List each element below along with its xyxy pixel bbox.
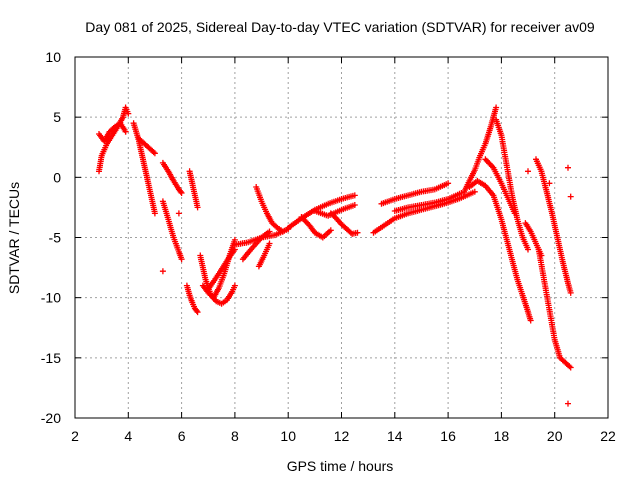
- series-arc-15: [255, 240, 273, 270]
- series-arc-13: [239, 228, 273, 263]
- x-tick-label: 6: [178, 428, 186, 444]
- data-point: [567, 193, 574, 200]
- data-point: [351, 202, 358, 208]
- x-tick-label: 2: [71, 428, 79, 444]
- series-arc-24: [466, 177, 534, 324]
- series-arc-27: [533, 156, 574, 296]
- series-arc-29: [522, 220, 545, 259]
- data-point: [458, 190, 465, 196]
- data-point: [175, 210, 182, 217]
- data-point: [511, 210, 518, 217]
- series-arc-19: [311, 202, 358, 219]
- axis-ticks: 2 4 6 8 10 12 14 16 18 20 22 -20 -15 -10 -5 0 5 10: [41, 49, 616, 444]
- data-point: [565, 400, 571, 407]
- series-arc-9: [197, 252, 238, 307]
- data-point: [122, 128, 129, 135]
- x-tick-label: 20: [547, 428, 563, 444]
- data-point: [151, 150, 158, 157]
- x-tick-label: 12: [334, 428, 350, 444]
- series-arc-2: [96, 120, 129, 145]
- chart-title: Day 081 of 2025, Sidereal Day-to-day VTE…: [85, 19, 595, 35]
- data-point: [231, 282, 238, 289]
- series-arc-16: [285, 192, 358, 231]
- series-arc-5: [159, 159, 185, 196]
- data-point: [527, 317, 534, 324]
- y-tick-label: 5: [53, 109, 61, 125]
- data-point: [151, 210, 158, 217]
- data-point: [354, 229, 361, 236]
- x-tick-label: 10: [280, 428, 296, 444]
- data-point: [279, 228, 286, 235]
- data-point: [546, 180, 553, 187]
- data-point: [178, 190, 185, 196]
- x-tick-label: 18: [494, 428, 510, 444]
- x-tick-label: 22: [600, 428, 616, 444]
- data-point: [493, 104, 500, 111]
- x-tick-label: 4: [124, 428, 132, 444]
- data-markers: [96, 104, 574, 407]
- series-arc-28: [535, 246, 574, 371]
- data-point: [566, 363, 573, 370]
- data-point: [150, 149, 157, 156]
- data-point: [266, 228, 273, 235]
- series-outliers: [122, 128, 574, 407]
- series-arc-8: [183, 282, 201, 316]
- data-point: [193, 307, 200, 314]
- y-tick-label: -10: [41, 290, 61, 306]
- data-point: [525, 246, 531, 253]
- data-point: [525, 168, 531, 175]
- y-tick-label: 0: [53, 169, 61, 185]
- series-arc-26: [482, 156, 518, 217]
- y-axis-label: SDTVAR / TECUs: [6, 182, 22, 294]
- grid-lines: [75, 57, 608, 418]
- series-arc-21: [378, 180, 452, 207]
- data-point: [565, 164, 571, 171]
- data-point: [194, 204, 201, 211]
- data-point: [538, 252, 545, 259]
- series-arc-4: [136, 135, 158, 157]
- x-tick-label: 16: [440, 428, 456, 444]
- y-tick-label: 10: [45, 49, 61, 65]
- y-tick-label: -20: [41, 410, 61, 426]
- series-arc-6: [159, 198, 185, 263]
- x-tick-label: 8: [231, 428, 239, 444]
- y-tick-label: -15: [41, 350, 61, 366]
- data-point: [471, 188, 478, 195]
- data-point: [567, 364, 574, 371]
- series-arc-22: [391, 190, 465, 214]
- data-point: [159, 268, 166, 275]
- series-arc-11: [205, 246, 238, 293]
- series-arc-3: [130, 120, 158, 217]
- x-axis-label: GPS time / hours: [287, 458, 394, 474]
- data-point: [351, 192, 358, 199]
- data-point: [125, 110, 132, 117]
- data-point: [266, 240, 273, 247]
- series-arc-7: [186, 168, 201, 211]
- data-point: [445, 180, 452, 187]
- series-arc-17: [298, 214, 334, 241]
- series-arc-14: [253, 184, 286, 235]
- series-arc-25: [493, 116, 531, 253]
- data-point: [567, 289, 574, 296]
- y-tick-label: -5: [49, 230, 62, 246]
- data-point: [177, 188, 184, 195]
- data-point: [273, 223, 280, 230]
- x-tick-label: 14: [387, 428, 403, 444]
- data-point: [178, 256, 185, 263]
- data-point: [194, 309, 201, 316]
- data-point: [327, 227, 334, 234]
